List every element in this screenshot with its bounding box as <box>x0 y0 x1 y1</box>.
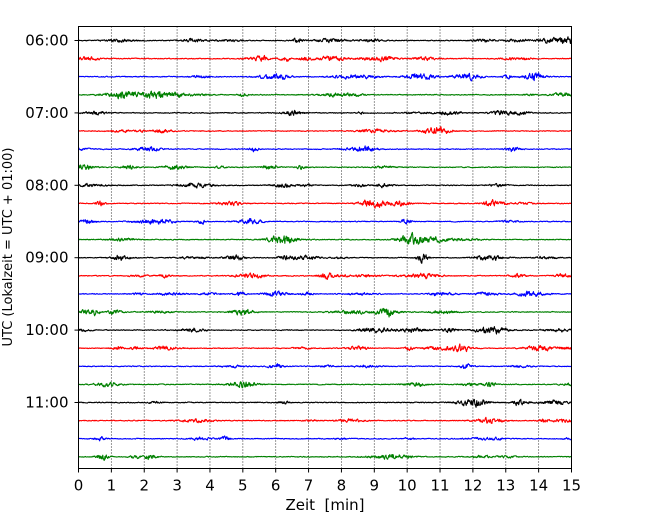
trace-line <box>78 218 572 225</box>
x-ticks: 0 1 2 3 4 5 6 7 8 9 10 11 12 13 14 15 <box>74 468 581 495</box>
trace-line <box>78 343 573 353</box>
y-tick-label: 11:00 <box>25 394 68 412</box>
y-tick-label: 07:00 <box>25 104 68 122</box>
trace-lines <box>77 36 573 461</box>
trace-line <box>78 90 572 100</box>
trace-line <box>78 398 572 408</box>
trace-line <box>77 54 572 63</box>
trace-line <box>77 164 572 171</box>
trace-line <box>78 253 572 264</box>
plot-frame <box>78 26 572 469</box>
trace-line <box>78 72 572 82</box>
x-tick-label: 3 <box>172 477 182 495</box>
trace-line <box>78 182 572 189</box>
x-tick-label: 1 <box>107 477 117 495</box>
trace-line <box>78 326 573 335</box>
x-tick-label: 15 <box>562 477 581 495</box>
x-tick-label: 7 <box>304 477 314 495</box>
trace-line <box>78 381 572 389</box>
trace-line <box>78 126 572 135</box>
x-tick-label: 2 <box>139 477 149 495</box>
trace-line <box>78 453 572 461</box>
trace-line <box>78 231 572 245</box>
x-tick-label: 8 <box>337 477 347 495</box>
trace-line <box>78 145 572 153</box>
trace-line <box>78 290 572 297</box>
y-tick-label: 08:00 <box>25 176 68 194</box>
trace-line <box>78 416 573 424</box>
x-tick-label: 13 <box>496 477 515 495</box>
x-tick-label: 11 <box>430 477 449 495</box>
trace-line <box>78 109 572 117</box>
x-tick-label: 10 <box>398 477 417 495</box>
y-tick-label: 06:00 <box>25 32 68 50</box>
x-tick-label: 5 <box>238 477 248 495</box>
trace-line <box>78 307 572 318</box>
x-axis-label: Zeit [min] <box>285 496 364 514</box>
x-tick-label: 9 <box>370 477 380 495</box>
trace-line <box>78 36 573 45</box>
x-tick-label: 6 <box>271 477 281 495</box>
y-tick-label: 09:00 <box>25 249 68 267</box>
y-axis-label: UTC (Lokalzeit = UTC + 01:00) <box>1 148 16 347</box>
trace-line <box>78 272 572 280</box>
trace-line <box>78 435 572 442</box>
trace-line <box>78 363 572 370</box>
y-ticks: 06:00 07:00 08:00 09:00 10:00 11:00 <box>25 32 79 412</box>
x-tick-label: 0 <box>74 477 84 495</box>
x-tick-label: 4 <box>205 477 215 495</box>
x-tick-label: 14 <box>529 477 548 495</box>
x-tick-label: 12 <box>463 477 482 495</box>
y-tick-label: 10:00 <box>25 321 68 339</box>
trace-line <box>78 198 572 209</box>
